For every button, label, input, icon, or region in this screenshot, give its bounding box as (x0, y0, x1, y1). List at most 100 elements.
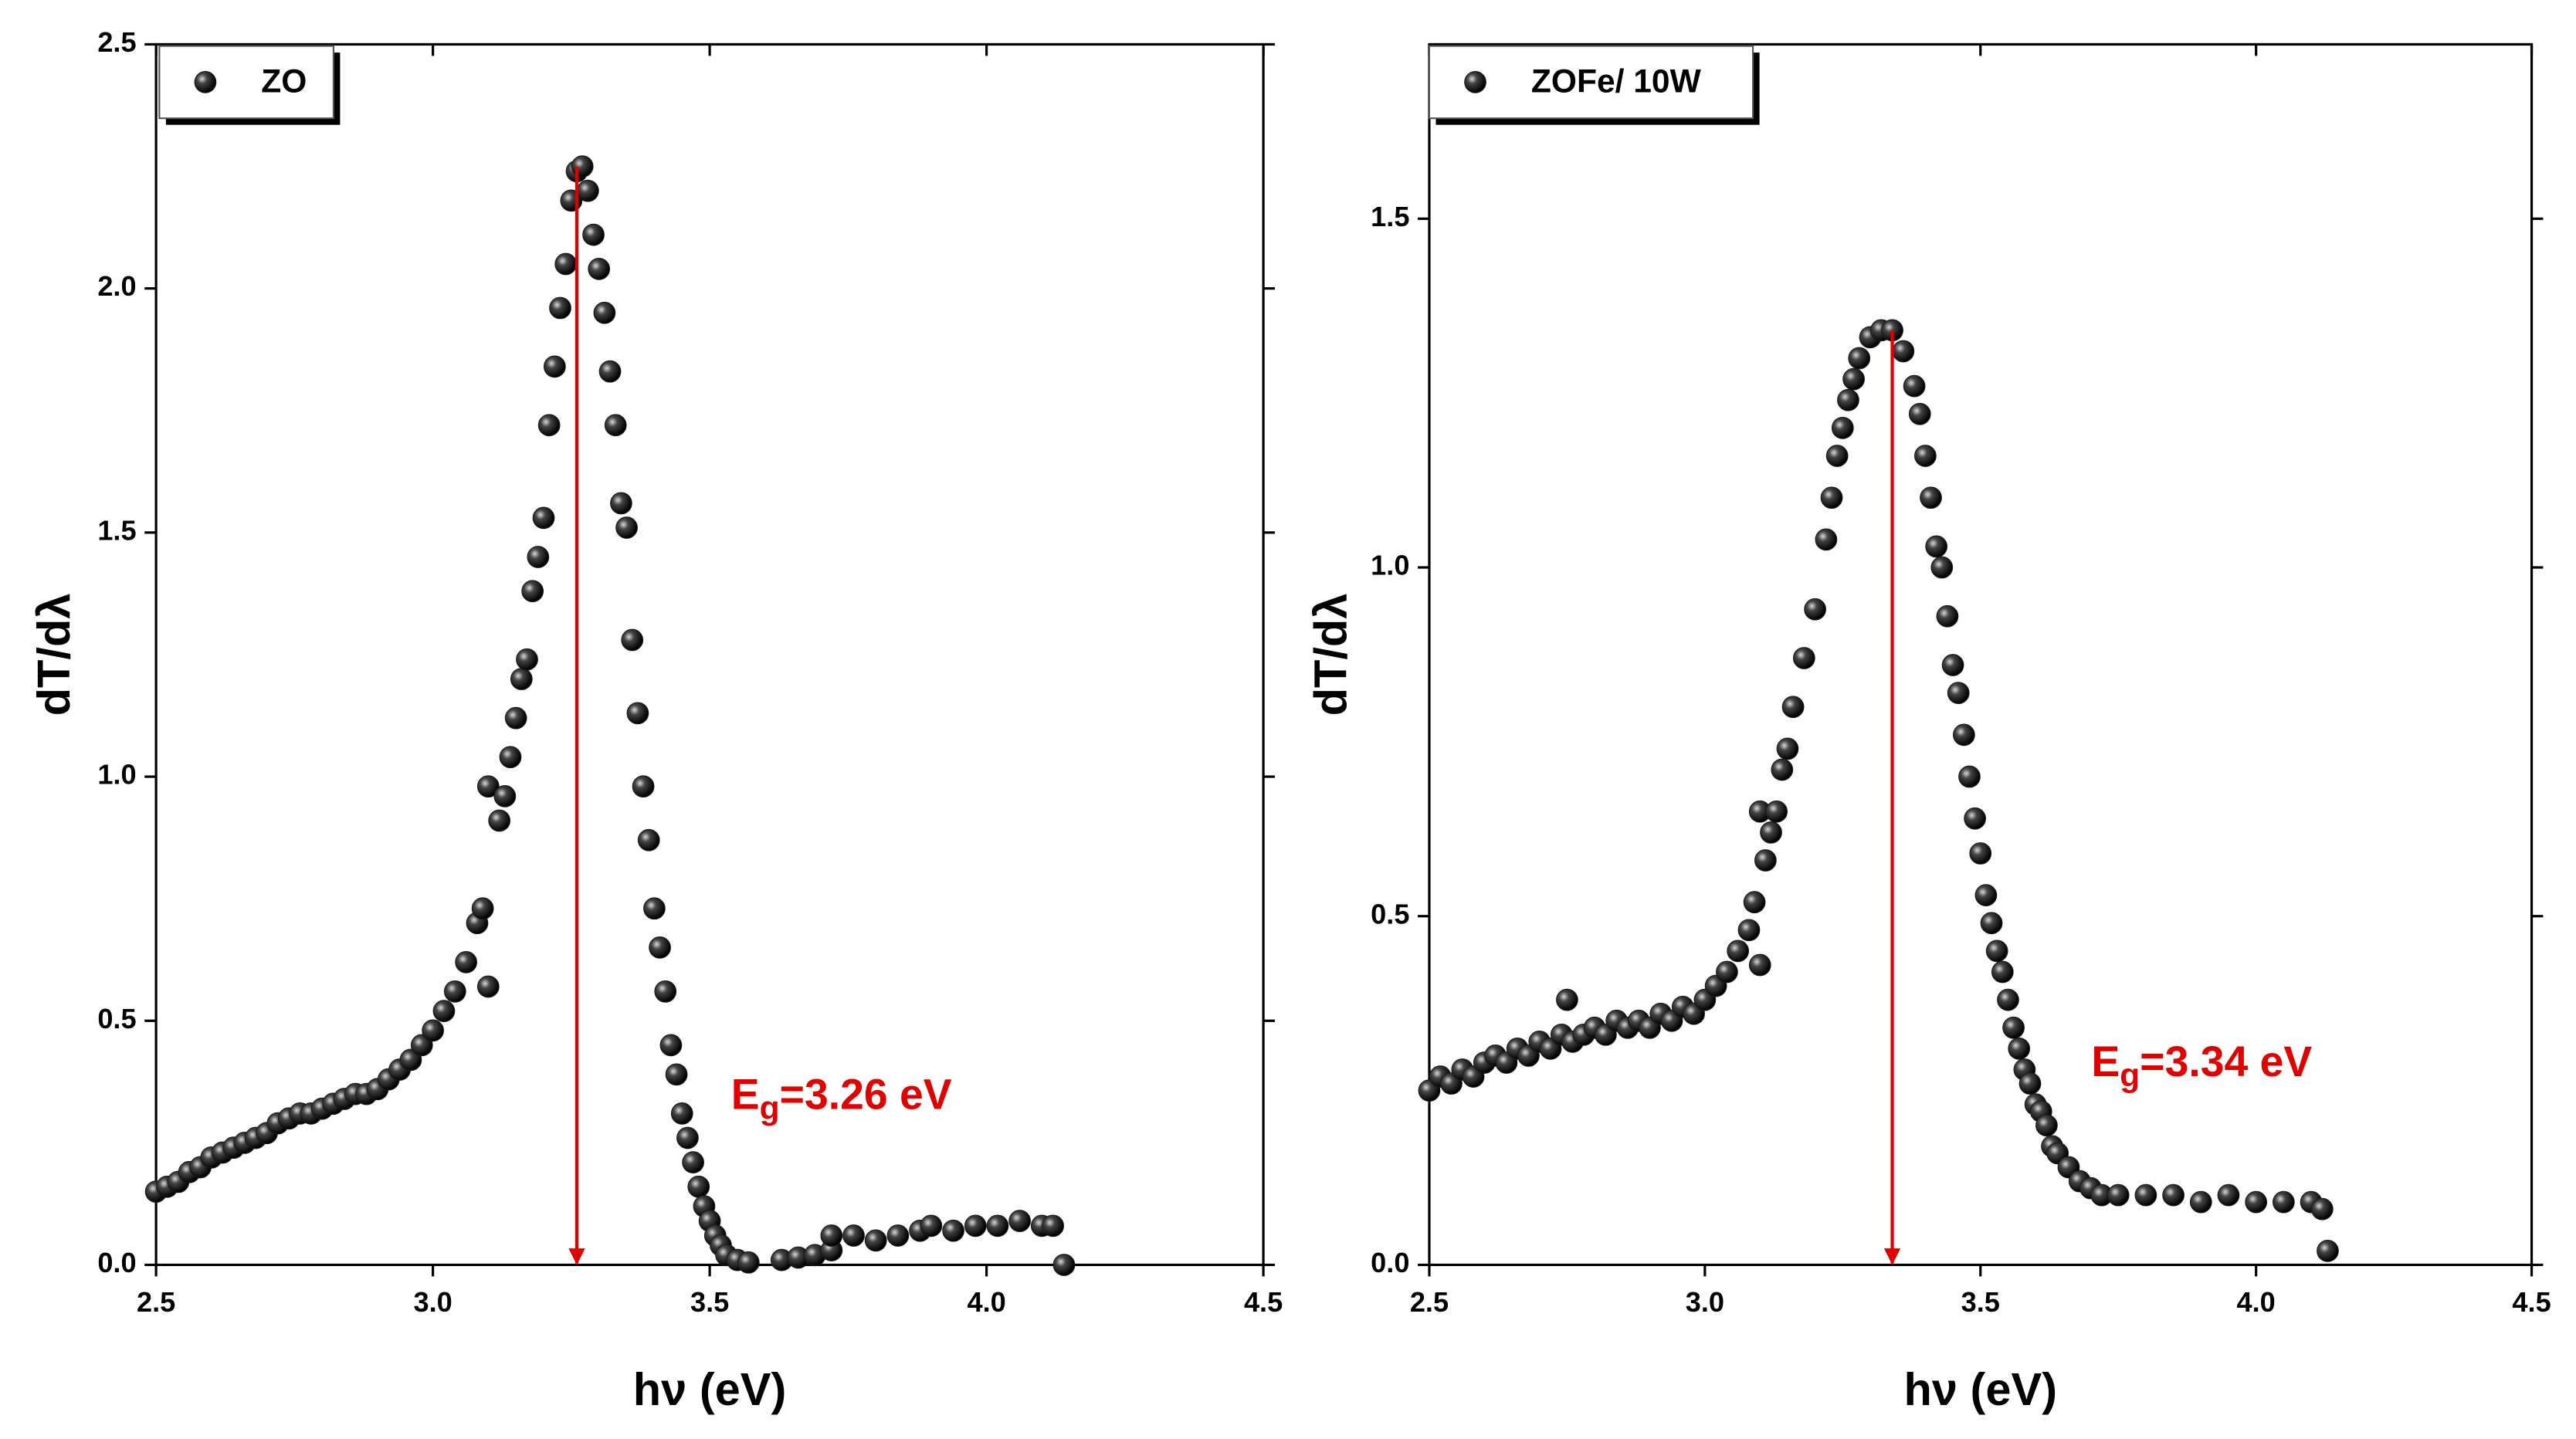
data-point (1997, 988, 2019, 1011)
data-point (2002, 1016, 2025, 1039)
data-point (665, 1063, 688, 1086)
data-point (1042, 1214, 1064, 1238)
data-point (920, 1214, 943, 1238)
data-point (1008, 1210, 1031, 1232)
x-tick-label: 3.5 (1961, 1286, 2000, 1318)
y-tick-label: 0.5 (1371, 898, 1409, 929)
data-point (1737, 919, 1761, 942)
data-point (1991, 960, 2014, 984)
data-point (476, 775, 500, 798)
data-point (637, 828, 660, 852)
plot-frame (154, 42, 1265, 1267)
data-point (649, 936, 671, 959)
data-point (1837, 388, 1859, 411)
data-point (2217, 1183, 2240, 1207)
data-point (1052, 1254, 1076, 1276)
data-point (1825, 445, 1849, 467)
legend-label: ZOFe/ 10W (1531, 63, 1702, 100)
x-tick-label: 4.5 (1244, 1286, 1283, 1318)
data-point (1743, 891, 1766, 914)
data-point (626, 702, 649, 725)
data-point (670, 1102, 693, 1125)
data-point (577, 179, 599, 202)
data-point (516, 648, 538, 671)
data-point (1925, 535, 1948, 558)
data-point (942, 1219, 964, 1242)
data-point (737, 1251, 760, 1274)
data-point (1748, 953, 1771, 977)
data-point (510, 668, 533, 690)
data-point (676, 1126, 699, 1150)
data-point (864, 1229, 887, 1252)
data-point (643, 897, 666, 920)
data-point (654, 980, 677, 1003)
data-point (1936, 604, 1959, 628)
data-point (1792, 647, 1815, 669)
data-point (1716, 960, 1738, 984)
data-point (1760, 821, 1782, 844)
data-point (422, 1019, 444, 1042)
band-gap-label-part: E (2091, 1037, 2120, 1085)
band-gap-label-part: g (760, 1090, 780, 1127)
x-tick-label: 4.5 (2512, 1286, 2551, 1318)
data-point (1842, 367, 1865, 391)
data-point (1974, 884, 1998, 906)
data-point (1920, 486, 1942, 510)
data-point (2272, 1190, 2295, 1214)
data-point (610, 492, 632, 515)
data-point (2018, 1072, 2042, 1095)
band-gap-label: Eg=3.26 eV (731, 1070, 952, 1127)
data-point (2035, 1114, 2058, 1137)
data-point (632, 775, 655, 798)
data-point (1765, 800, 1788, 823)
data-point (1815, 528, 1838, 551)
band-gap-label-part: g (2120, 1057, 2140, 1094)
data-point (1958, 765, 1981, 788)
data-point (1930, 556, 1954, 579)
data-point (1892, 340, 1915, 363)
y-tick-label: 0.5 (97, 1003, 136, 1034)
data-point (2162, 1183, 2185, 1207)
data-point (1727, 940, 1750, 963)
y-tick-label: 1.0 (97, 759, 136, 791)
data-point (582, 223, 605, 246)
x-axis-label: hν (eV) (633, 1363, 787, 1415)
band-gap-label-part: =3.34 eV (2140, 1037, 2312, 1085)
plot-frame (1428, 42, 2534, 1267)
data-point (682, 1151, 704, 1174)
data-point (1908, 402, 1931, 425)
y-axis-label: dT/dλ (28, 594, 80, 716)
data-point (476, 975, 500, 998)
data-point (1556, 988, 1578, 1011)
data-point (443, 980, 466, 1003)
x-axis-label: hν (eV) (1903, 1363, 2057, 1415)
data-point (471, 897, 494, 920)
data-point (2134, 1183, 2157, 1207)
data-point (886, 1224, 910, 1247)
band-gap-label-part: =3.26 eV (780, 1070, 952, 1118)
data-point (527, 546, 550, 568)
legend-marker (1464, 71, 1486, 93)
y-tick-label: 1.5 (1371, 201, 1409, 232)
data-point (986, 1214, 1009, 1238)
y-tick-label: 1.5 (97, 514, 136, 546)
band-gap-label: Eg=3.34 eV (2091, 1037, 2312, 1094)
data-point (532, 506, 555, 530)
data-point (615, 516, 638, 539)
data-point (537, 414, 561, 437)
data-point (1980, 912, 2003, 935)
y-axis-label: dT/dλ (1304, 594, 1356, 716)
data-point (488, 809, 511, 832)
data-point (659, 1034, 683, 1057)
data-point (1914, 445, 1937, 467)
x-tick-label: 3.0 (413, 1286, 452, 1318)
data-point (687, 1175, 710, 1198)
data-point (621, 628, 644, 652)
legend-label: ZO (261, 63, 307, 100)
data-point (521, 580, 544, 603)
y-tick-label: 0.0 (97, 1247, 136, 1278)
data-point (499, 746, 522, 769)
data-point (1941, 654, 1964, 676)
